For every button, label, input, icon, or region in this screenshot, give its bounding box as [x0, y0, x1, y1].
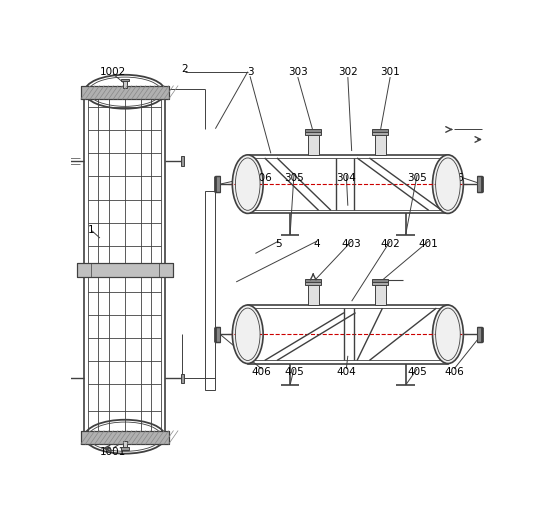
Bar: [372, 131, 388, 135]
Bar: [308, 284, 319, 305]
Text: 1: 1: [88, 226, 95, 236]
Ellipse shape: [235, 158, 260, 210]
Bar: [122, 441, 127, 448]
Text: 4: 4: [314, 239, 320, 249]
Bar: [375, 284, 386, 305]
Text: 2: 2: [181, 64, 188, 74]
Bar: [122, 80, 127, 88]
Bar: [81, 431, 169, 444]
Bar: [308, 133, 319, 155]
Text: 404: 404: [336, 367, 356, 377]
Bar: [305, 281, 321, 285]
Ellipse shape: [433, 155, 463, 213]
Text: 406: 406: [252, 367, 271, 377]
Bar: [477, 177, 482, 192]
Bar: [181, 157, 184, 165]
Bar: [375, 133, 386, 155]
Bar: [121, 79, 129, 81]
Text: 403: 403: [342, 239, 362, 249]
Ellipse shape: [435, 308, 460, 360]
Text: 402: 402: [380, 239, 400, 249]
Bar: [305, 131, 321, 135]
Bar: [216, 177, 220, 192]
Text: 405: 405: [407, 367, 427, 377]
Text: 401: 401: [419, 239, 439, 249]
Text: 306: 306: [444, 173, 464, 183]
Bar: [77, 262, 173, 277]
Bar: [372, 129, 388, 132]
Text: 406: 406: [444, 367, 464, 377]
Text: 306: 306: [252, 173, 271, 183]
Ellipse shape: [433, 305, 463, 364]
Bar: [66, 157, 69, 165]
Bar: [372, 279, 388, 282]
Bar: [121, 447, 129, 450]
Text: 1001: 1001: [100, 447, 126, 457]
Bar: [206, 191, 216, 391]
Bar: [372, 281, 388, 285]
Bar: [216, 327, 220, 342]
Ellipse shape: [232, 155, 263, 213]
Bar: [305, 129, 321, 132]
Text: 301: 301: [380, 67, 400, 77]
Bar: [81, 431, 169, 444]
Text: 1002: 1002: [100, 67, 126, 77]
Text: 302: 302: [338, 67, 358, 77]
Bar: [81, 85, 169, 100]
Text: 5: 5: [275, 239, 282, 249]
Bar: [477, 327, 482, 342]
Bar: [305, 279, 321, 282]
Bar: [77, 262, 173, 277]
Ellipse shape: [435, 158, 460, 210]
Text: 303: 303: [288, 67, 307, 77]
Text: 304: 304: [336, 173, 356, 183]
Ellipse shape: [235, 308, 260, 360]
Text: 3: 3: [247, 67, 253, 77]
Bar: [181, 374, 184, 383]
Bar: [66, 374, 69, 383]
Text: 305: 305: [284, 173, 304, 183]
Text: 405: 405: [284, 367, 304, 377]
Bar: [248, 155, 448, 213]
Ellipse shape: [232, 305, 263, 364]
Bar: [248, 305, 448, 364]
Bar: [81, 85, 169, 100]
Text: 305: 305: [407, 173, 427, 183]
